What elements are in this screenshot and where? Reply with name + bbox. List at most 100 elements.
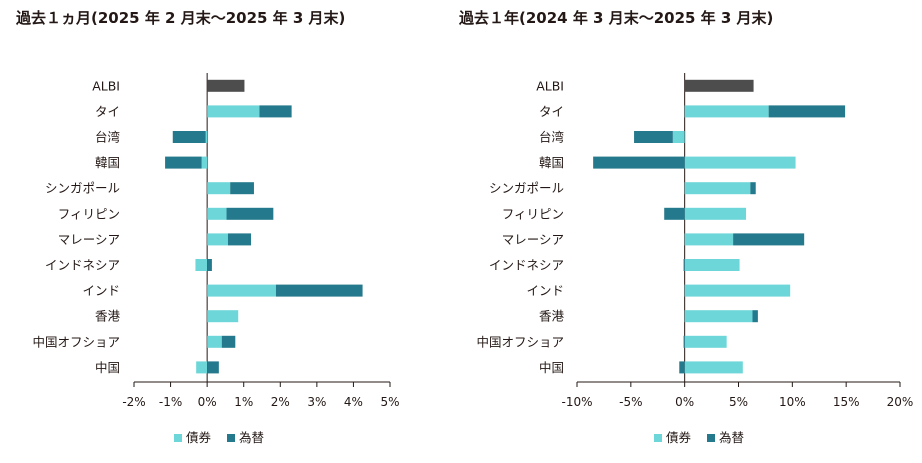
- category-label: 香港: [95, 309, 121, 324]
- bar-bond: [672, 131, 685, 143]
- bar-fx: [275, 284, 363, 297]
- x-tick-label: 0%: [675, 395, 694, 409]
- category-label: シンガポール: [45, 181, 120, 196]
- x-tick-label: 10%: [779, 395, 806, 409]
- bar-bond: [196, 361, 208, 374]
- chart-title-1m: 過去１ヵ月(2025 年 2 月末〜2025 年 3 月末): [16, 9, 346, 27]
- legend-1y: 債券 為替: [654, 427, 756, 446]
- chart-title-1y: 過去１年(2024 年 3 月末〜2025 年 3 月末): [459, 9, 774, 27]
- category-label: マレーシア: [58, 232, 120, 247]
- bar-bond: [684, 335, 727, 348]
- legend-swatch-bond: [654, 434, 662, 442]
- legend-item-bond: 債券: [654, 427, 691, 446]
- category-label: 香港: [539, 309, 565, 324]
- legend-item-bond: 債券: [174, 427, 211, 446]
- category-label: タイ: [95, 104, 120, 119]
- bar-bond: [684, 207, 747, 220]
- x-tick-label: -5%: [619, 395, 642, 409]
- category-label: ALBI: [92, 78, 120, 93]
- category-label: フィリピン: [502, 206, 564, 221]
- bar-fx: [768, 105, 846, 118]
- legend-label-fx: 為替: [719, 430, 745, 445]
- category-label: 台湾: [539, 130, 564, 145]
- category-label: インドネシア: [45, 258, 120, 273]
- legend-swatch-bond: [174, 434, 182, 442]
- legend-label-bond: 債券: [186, 430, 212, 445]
- x-tick-label: 5%: [729, 395, 748, 409]
- bar-bond: [684, 233, 734, 246]
- legend-label-bond: 債券: [666, 430, 692, 445]
- bar-albi: [684, 79, 754, 92]
- x-tick-label: -1%: [159, 395, 182, 409]
- category-label: 台湾: [95, 130, 120, 145]
- bar-bond: [207, 310, 239, 323]
- bar-fx: [664, 207, 685, 220]
- x-tick-label: -10%: [561, 395, 592, 409]
- bar-fx: [172, 131, 206, 143]
- bar-albi: [207, 79, 245, 92]
- bar-bond: [195, 259, 208, 271]
- bar-fx: [593, 156, 685, 169]
- bar-fx: [165, 156, 202, 169]
- category-label: ALBI: [536, 78, 564, 93]
- bar-fx: [750, 182, 756, 195]
- bar-fx: [634, 131, 673, 143]
- bar-bond: [207, 335, 222, 348]
- bar-bond: [207, 284, 276, 297]
- bar-bond: [684, 310, 753, 323]
- category-label: 中国: [539, 360, 564, 375]
- bar-bond: [684, 361, 743, 374]
- bar-fx: [679, 361, 685, 374]
- bar-fx: [752, 310, 758, 323]
- bar-bond: [207, 207, 227, 220]
- category-label: 韓国: [95, 155, 120, 170]
- bar-fx: [683, 335, 685, 348]
- category-label: シンガポール: [489, 181, 564, 196]
- x-tick-label: 4%: [344, 395, 363, 409]
- bar-fx: [221, 335, 236, 348]
- category-label: インド: [526, 283, 564, 298]
- bar-bond: [207, 105, 260, 118]
- x-tick-label: 15%: [833, 395, 860, 409]
- chart-1m: -2% -1% 0% 1% 2% 3% 4% 5% ALBI タイ台湾韓国シンガポールフィリピンマ…: [32, 73, 400, 409]
- legend-swatch-fx: [227, 434, 235, 442]
- bar-bond: [207, 182, 231, 195]
- bar-bond: [684, 284, 791, 297]
- category-label: 中国オフショア: [32, 334, 120, 349]
- category-label: フィリピン: [58, 206, 120, 221]
- category-label: 中国: [95, 360, 120, 375]
- bar-fx: [259, 105, 292, 118]
- x-tick-label: 2%: [271, 395, 290, 409]
- category-label: インドネシア: [489, 258, 564, 273]
- bar-bond: [684, 105, 769, 118]
- x-tick-label: -2%: [122, 395, 145, 409]
- bar-fx: [207, 259, 212, 271]
- bar-fx: [230, 182, 254, 195]
- bar-fx: [226, 207, 274, 220]
- category-label: タイ: [539, 104, 564, 119]
- category-label: 韓国: [539, 155, 564, 170]
- bar-bond: [684, 156, 796, 169]
- bar-bond: [201, 156, 208, 169]
- bar-fx: [227, 233, 252, 246]
- x-tick-label: 20%: [887, 395, 914, 409]
- bar-fx: [683, 259, 685, 271]
- x-tick-label: 0%: [198, 395, 217, 409]
- bar-fx: [733, 233, 805, 246]
- bar-bond: [684, 259, 740, 271]
- legend-item-fx: 為替: [707, 427, 744, 446]
- bar-bond: [207, 233, 228, 246]
- legend-label-fx: 為替: [239, 430, 265, 445]
- category-label: 中国オフショア: [476, 334, 564, 349]
- x-tick-label: 5%: [380, 395, 399, 409]
- chart-1y: -10% -5% 0% 5% 10% 15% 20% ALBI タイ台湾韓国シンガポールフィリピ…: [476, 73, 914, 409]
- category-label: マレーシア: [502, 232, 564, 247]
- x-tick-label: 1%: [234, 395, 253, 409]
- legend-swatch-fx: [707, 434, 715, 442]
- category-label: インド: [82, 283, 120, 298]
- bar-fx: [207, 361, 219, 374]
- bar-bond: [684, 182, 751, 195]
- legend-1m: 債券 為替: [174, 427, 276, 446]
- legend-item-fx: 為替: [227, 427, 264, 446]
- bar-bond: [205, 131, 208, 143]
